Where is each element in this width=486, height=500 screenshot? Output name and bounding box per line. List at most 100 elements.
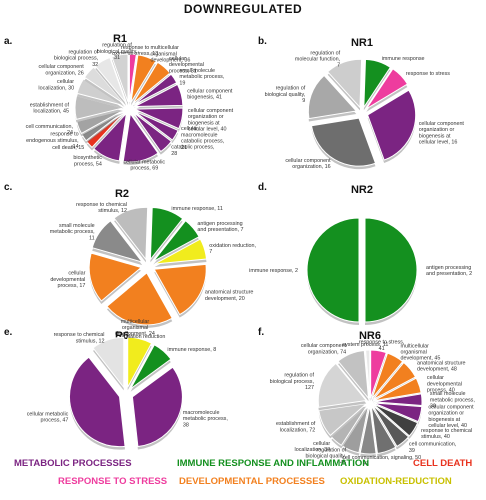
pie-slice (91, 220, 144, 263)
pie-slice (83, 66, 125, 105)
pie-slice (130, 54, 157, 103)
slice-label: cell communication, 24 (26, 124, 74, 136)
pie-slice (106, 272, 173, 326)
slice-label: signaling, 50 (391, 455, 421, 461)
slice-label: cellular metabolic process, 47 (27, 412, 69, 424)
slice-label: response to stress, 41 (359, 340, 405, 352)
figure-title: DOWNREGULATED (183, 2, 303, 16)
pie-slice (359, 405, 377, 455)
slice-label: immune response (382, 56, 425, 62)
legend-immune: IMMUNE RESPONSE AND INFLAMMATION (177, 458, 370, 469)
pie-slice (76, 78, 124, 107)
pie-panel-nr2: d. NR2 antigen processing and presentation,… (249, 182, 472, 325)
pie-slice (154, 238, 208, 265)
pie-slice (373, 402, 423, 423)
slice-label: antigen processing and presentation, 2 (426, 265, 472, 277)
slice-label: response to chemical stimulus, 40 (421, 428, 472, 440)
slice-label: small molecule metabolic process, 11 (50, 223, 95, 241)
slice-label: biosynthetic process, 54 (73, 155, 102, 167)
pie-slice (330, 404, 368, 447)
slice-label: cellular component organization, 16 (285, 158, 331, 170)
pie-slice (85, 111, 125, 149)
slice-label: macromolecule metabolic process, 38 (183, 410, 228, 428)
pie-slice (131, 366, 183, 448)
slice-label: cellular component organization, 74 (301, 343, 347, 355)
pie-slice (306, 217, 360, 323)
slice-label: cellular localization, 34 (295, 441, 331, 453)
slice-label: cellular component biogenesis, 41 (187, 89, 233, 101)
slice-label: multicellular organismal development, 36 (151, 45, 191, 63)
slice-label: cellular macromolecule catabolic process, 2… (181, 126, 225, 151)
panel-letter: f. (258, 327, 264, 338)
pie-slice (363, 58, 392, 110)
pie-slice (134, 83, 184, 108)
slice-label: cellular component organization, 26 (39, 64, 85, 76)
pie-slice (310, 117, 377, 167)
legend-developmental: DEVELOPMENTAL PROCESSES (179, 476, 325, 487)
slice-label: cellular developmental process, 31 (169, 56, 204, 74)
pie-slice (132, 111, 173, 153)
pie-slice (130, 344, 172, 390)
slice-label: response to endogenous stimulus, 14 (26, 132, 79, 150)
legend-stress: RESPONSE TO STRESS (58, 476, 168, 487)
slice-label: regulation of biological quality, 46 (305, 448, 346, 466)
pie-slice (371, 352, 404, 399)
pie-slice (149, 206, 184, 261)
pie-slice (92, 336, 125, 389)
pie-slice (372, 361, 417, 400)
pie-panel-nr1: b. NR1 immune response response to stress ce… (258, 36, 464, 170)
slice-label: multicellular organismal development, 24 (115, 319, 155, 337)
pie-slice (373, 377, 422, 402)
pie-slice (337, 349, 370, 400)
slice-label: cell communication, 41 (342, 455, 390, 467)
pie-slice (365, 349, 371, 399)
pie-slice (113, 206, 149, 261)
pie-slice (373, 393, 423, 407)
pie-panel-r2: c. R2 immune response, 11 antigen processin… (4, 182, 257, 337)
panel-letter: a. (4, 36, 13, 47)
pie-slice (341, 405, 369, 454)
slice-label: regulation of biological quality, 31 (97, 43, 138, 61)
slice-label: cellular component organization or biogene… (188, 108, 234, 133)
slice-label: immune response, 11 (171, 206, 222, 212)
slice-label: catabolic process, 28 (171, 145, 215, 157)
slice-label: anatomical structure development, 20 (205, 290, 254, 302)
pie-slice (365, 68, 409, 110)
slice-label: system process, 11 (342, 342, 388, 348)
pie-slice (152, 219, 200, 262)
pie-slice (127, 336, 153, 388)
panel-title: NR6 (359, 330, 381, 342)
pie-slice (370, 349, 387, 399)
pie-slice (133, 73, 178, 106)
pie-slice (74, 95, 124, 120)
pie-slice (93, 111, 128, 162)
slice-label: cell communication, 39 (409, 442, 457, 454)
pie-slice-shadow (76, 113, 124, 137)
slice-label: multicellular organismal development, 45 (401, 343, 441, 361)
pie-slice (132, 61, 171, 104)
slice-label: immune response, 2 (249, 268, 298, 274)
slice-label: response to chemical stimulus, 12 (76, 202, 127, 214)
pie-slice (111, 53, 129, 103)
panel-letter: e. (4, 327, 13, 338)
panel-title: NR1 (351, 37, 373, 49)
pie-slice (307, 74, 358, 120)
slice-label: regulation of biological process, 127 (270, 373, 315, 391)
slice-label: regulation of molecular function, 7 (295, 50, 341, 68)
slice-label: response to oxidative stress, 13 (112, 45, 158, 57)
slice-label: immune response, 8 (167, 347, 216, 353)
slice-label: small molecule metabolic process, 19 (179, 68, 224, 86)
pie-slice (373, 403, 419, 437)
slice-label: cell death, 15 (52, 145, 84, 151)
pie-slice (81, 110, 125, 142)
legend-cell-death: CELL DEATH (413, 458, 473, 469)
pie-slice (76, 109, 124, 135)
slice-label: response to stress (406, 71, 450, 77)
pie-slice (153, 263, 207, 316)
panel-title: R2 (115, 188, 129, 200)
pie-slice (364, 217, 418, 323)
slice-label: anatomical structure development, 48 (417, 360, 466, 372)
